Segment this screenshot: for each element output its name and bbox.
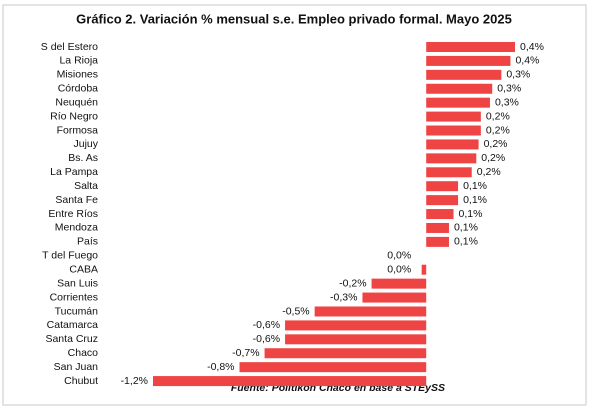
- bar: [426, 111, 481, 122]
- bar: [426, 209, 454, 220]
- bar: [426, 153, 477, 164]
- category-label: Córdoba: [58, 83, 98, 95]
- bar: [426, 195, 459, 206]
- bar: [426, 97, 490, 108]
- category-label: Neuquén: [55, 96, 98, 108]
- category-label: Chubut: [64, 375, 98, 387]
- category-label: Catamarca: [47, 319, 99, 331]
- category-label: País: [77, 236, 98, 248]
- value-label: 0,1%: [463, 180, 487, 192]
- bar: [426, 181, 459, 192]
- bar: [426, 139, 479, 150]
- category-label: Río Negro: [50, 110, 98, 122]
- value-label: -0,2%: [339, 277, 366, 289]
- category-label: Corrientes: [50, 291, 98, 303]
- value-label: -0,3%: [330, 291, 357, 303]
- value-label: 0,1%: [459, 208, 483, 220]
- value-label: -0,5%: [282, 305, 309, 317]
- category-label: CABA: [69, 264, 98, 276]
- value-label: -0,6%: [253, 333, 280, 345]
- category-label: San Luis: [57, 277, 98, 289]
- bar: [285, 334, 427, 345]
- value-label: 0,3%: [506, 69, 530, 81]
- bar: [426, 222, 449, 233]
- bar: [426, 69, 502, 80]
- bar: [426, 125, 481, 136]
- bar: [239, 362, 427, 373]
- bar: [426, 167, 472, 178]
- value-label: 0,3%: [497, 83, 521, 95]
- value-label: -1,2%: [121, 375, 148, 387]
- value-label: 0,2%: [484, 138, 508, 150]
- bar: [371, 278, 427, 289]
- frame: [2, 4, 587, 406]
- bar: [362, 292, 427, 303]
- bar: [426, 236, 449, 247]
- category-label: La Pampa: [50, 166, 98, 178]
- category-label: Tucumán: [55, 305, 99, 317]
- value-label: 0,3%: [495, 96, 519, 108]
- category-label: Santa Fe: [55, 194, 98, 206]
- bar: [153, 376, 427, 387]
- category-label: Chaco: [68, 347, 99, 359]
- bar: [285, 320, 427, 331]
- value-label: -0,7%: [232, 347, 259, 359]
- category-label: San Juan: [54, 361, 99, 373]
- category-label: Formosa: [57, 124, 99, 136]
- value-label: 0,1%: [454, 222, 478, 234]
- value-label: -0,6%: [253, 319, 280, 331]
- value-label: 0,0%: [387, 250, 411, 262]
- chart-title: Gráfico 2. Variación % mensual s.e. Empl…: [76, 11, 512, 26]
- bar: [426, 83, 493, 94]
- category-label: Entre Ríos: [48, 208, 98, 220]
- category-label: S del Estero: [41, 41, 98, 53]
- bar: [421, 264, 427, 275]
- value-label: 0,2%: [486, 110, 510, 122]
- category-label: La Rioja: [59, 55, 98, 67]
- bar: [426, 55, 511, 66]
- bar: [426, 42, 515, 52]
- value-label: 0,2%: [486, 124, 510, 136]
- value-label: 0,2%: [477, 166, 501, 178]
- value-label: 0,4%: [515, 55, 539, 67]
- value-label: 0,1%: [463, 194, 487, 206]
- value-label: 0,0%: [387, 264, 411, 276]
- bar: [264, 348, 427, 359]
- bar: [314, 306, 427, 317]
- category-label: Salta: [74, 180, 98, 192]
- value-label: 0,2%: [481, 152, 505, 164]
- category-label: Santa Cruz: [45, 333, 98, 345]
- value-label: 0,4%: [520, 41, 544, 53]
- category-label: Mendoza: [55, 222, 98, 234]
- category-label: Misiones: [57, 69, 98, 81]
- category-label: Jujuy: [73, 138, 98, 150]
- value-label: -0,8%: [207, 361, 234, 373]
- category-label: T del Fuego: [42, 250, 98, 262]
- category-label: Bs. As: [68, 152, 98, 164]
- value-label: 0,1%: [454, 236, 478, 248]
